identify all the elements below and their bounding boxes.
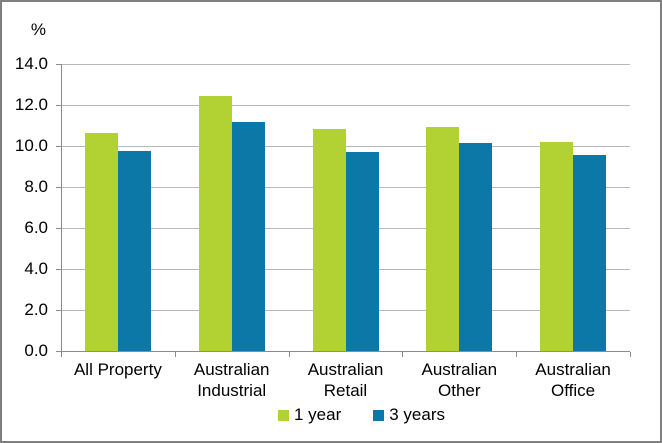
legend-item-3-years: 3 years <box>373 405 445 425</box>
y-tick-label: 6.0 <box>24 218 48 237</box>
bar-3-years-all-property <box>117 151 151 351</box>
y-tick-label: 4.0 <box>24 259 48 278</box>
y-axis-tick <box>56 146 61 147</box>
y-axis-tick <box>56 187 61 188</box>
legend-label: 3 years <box>389 405 445 424</box>
y-axis-tick <box>56 269 61 270</box>
y-tick-label: 0.0 <box>24 341 48 360</box>
x-axis-tick <box>61 352 62 357</box>
x-axis-tick <box>516 352 518 357</box>
x-axis-tick <box>174 352 176 357</box>
category-label: Australian Retail <box>307 360 384 400</box>
x-axis-line <box>61 351 630 352</box>
y-axis-tick <box>56 105 61 106</box>
bar-3-years-australian-other <box>459 142 493 351</box>
x-axis-tick <box>288 352 290 357</box>
bar-3-years-australian-retail <box>345 152 379 351</box>
chart-legend: 1 year 3 years <box>77 405 646 425</box>
category-label: Australian Other <box>421 360 498 400</box>
category-label: Australian Office <box>535 360 611 400</box>
y-tick-label: 2.0 <box>24 300 48 319</box>
bar-1-year-all-property <box>84 132 118 351</box>
y-tick-label: 10.0 <box>14 136 48 155</box>
legend-item-1-year: 1 year <box>278 405 341 425</box>
gridline <box>61 64 630 65</box>
bar-3-years-australian-industrial <box>231 122 265 351</box>
y-axis-tick <box>56 351 61 352</box>
y-tick-label: 14.0 <box>14 54 48 73</box>
bar-3-years-australian-office <box>573 155 607 351</box>
bar-1-year-australian-other <box>426 126 460 351</box>
gridline <box>61 105 630 106</box>
y-axis-unit-label: % <box>30 20 46 39</box>
category-label: Australian Industrial <box>193 360 270 400</box>
bar-1-year-australian-retail <box>312 128 346 351</box>
category-label: All Property <box>73 360 162 379</box>
legend-swatch-icon <box>373 409 385 421</box>
y-axis-tick <box>56 310 61 311</box>
bar-1-year-australian-office <box>540 141 574 351</box>
x-axis-tick <box>630 352 631 357</box>
x-axis-tick <box>402 352 404 357</box>
y-axis-tick <box>56 228 61 229</box>
legend-swatch-icon <box>278 409 289 421</box>
y-axis-line <box>61 64 62 351</box>
bar-1-year-australian-industrial <box>198 95 232 351</box>
y-tick-label: 8.0 <box>24 177 48 196</box>
y-tick-label: 12.0 <box>14 95 48 114</box>
legend-label: 1 year <box>294 405 342 424</box>
gridline <box>61 146 630 147</box>
y-axis-tick <box>56 64 61 65</box>
